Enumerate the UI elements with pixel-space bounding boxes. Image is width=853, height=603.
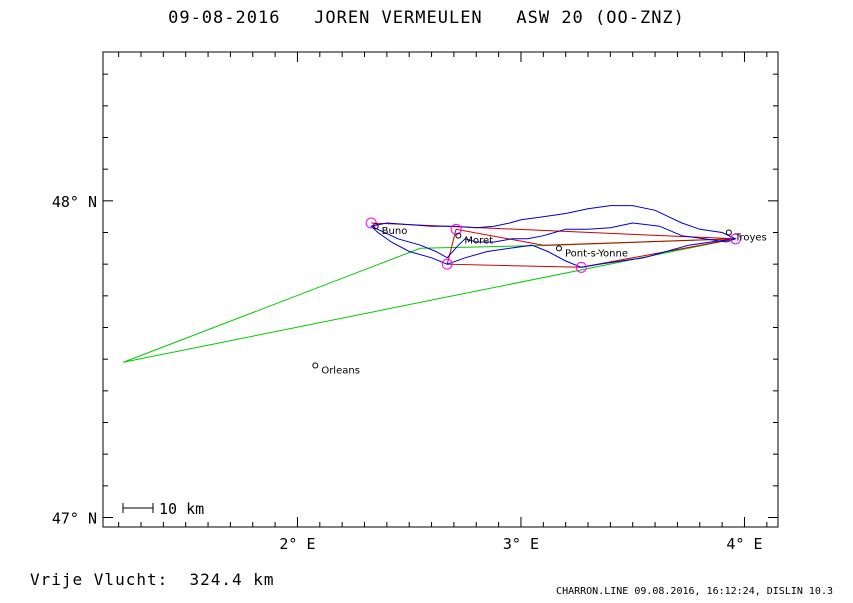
turnpoint-circle: [441, 258, 453, 270]
y-tick-label: 48° N: [52, 193, 97, 211]
turnpoint-circle: [575, 261, 587, 273]
place-markers: Buno Moret Pont-s-Yonne Troyes Orleans: [312, 223, 767, 377]
flight-tracks: [122, 205, 737, 363]
tick-labels: 2° E 3° E 4° E 48° N 47° N: [52, 193, 763, 553]
scale-bar-label: 10 km: [159, 500, 204, 518]
credits-line: CHARRON.LINE 09.08.2016, 16:12:24, DISLI…: [556, 586, 833, 597]
place-marker: [455, 232, 462, 239]
place-label: Orleans: [321, 366, 360, 377]
track-series-3: [370, 205, 737, 268]
scale-bar: 10 km: [122, 500, 204, 518]
place-marker: [555, 245, 562, 252]
page-title: 09-08-2016 JOREN VERMEULEN ASW 20 (OO-ZN…: [168, 8, 685, 28]
distance-summary: Vrije Vlucht: 324.4 km: [30, 570, 275, 589]
axis-ticks: [103, 52, 778, 527]
place-label: Pont-s-Yonne: [565, 248, 628, 259]
place-label: Troyes: [734, 233, 767, 244]
place-label: Buno: [382, 226, 408, 237]
turnpoint-circle: [365, 217, 377, 229]
turnpoint-circle: [730, 233, 742, 245]
x-tick-label: 4° E: [726, 535, 762, 553]
x-tick-label: 2° E: [279, 535, 315, 553]
x-tick-label: 3° E: [503, 535, 539, 553]
place-marker: [372, 223, 379, 230]
place-marker: [312, 362, 319, 369]
place-marker: [725, 229, 732, 236]
place-label: Moret: [464, 236, 493, 247]
track-series-2: [371, 222, 736, 268]
y-tick-label: 47° N: [52, 510, 97, 528]
plot-frame: [102, 51, 779, 528]
